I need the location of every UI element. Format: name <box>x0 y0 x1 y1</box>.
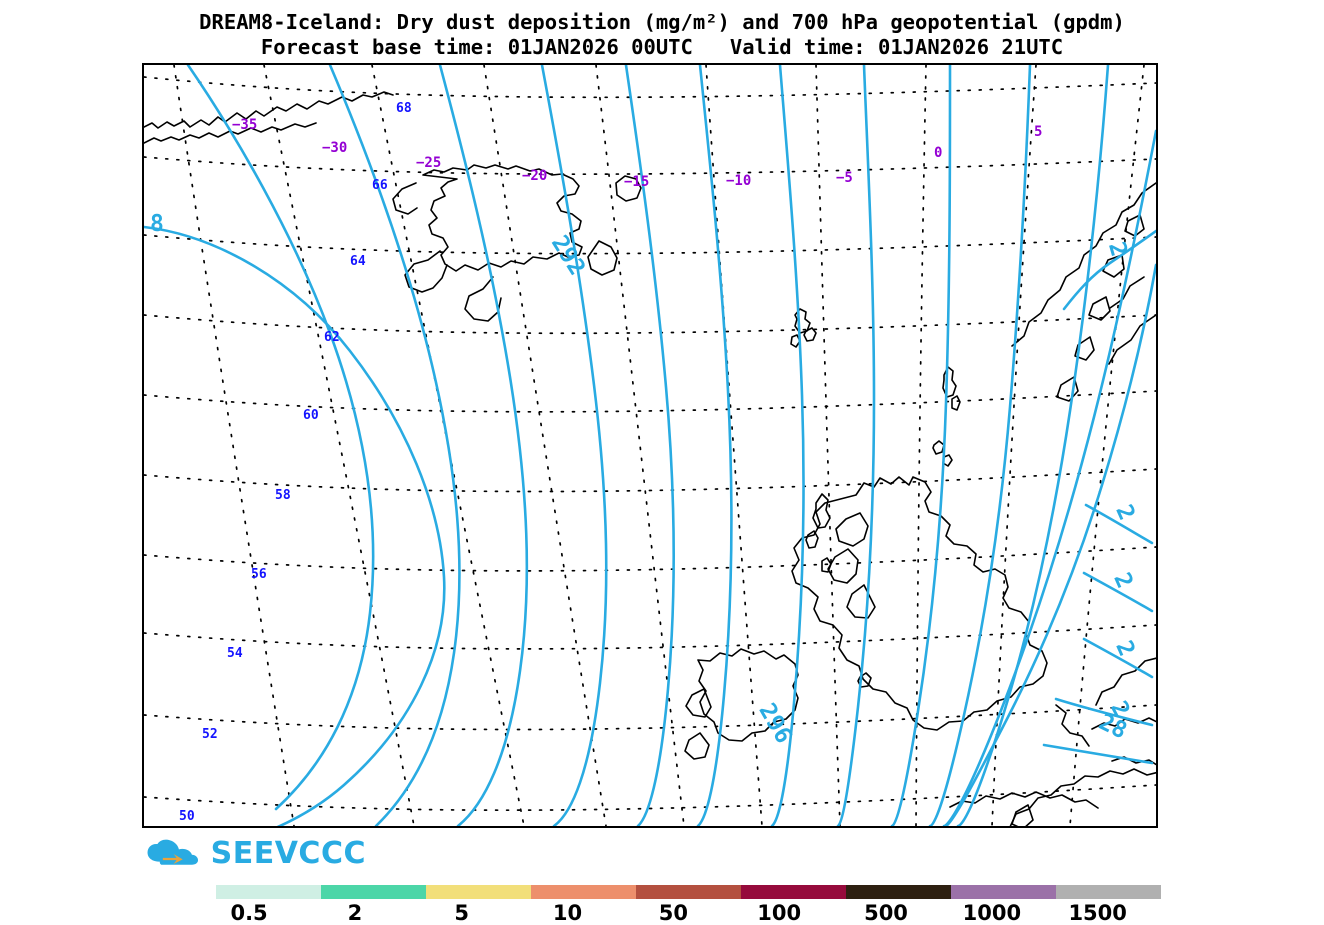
colorbar-tick-label: 10 <box>552 901 583 925</box>
colorbar-segment <box>636 885 741 899</box>
cloud-icon <box>147 839 199 865</box>
colorbar-tick-label: 5 <box>454 901 469 925</box>
title-line-times: Forecast base time: 01JAN2026 00UTC Vali… <box>260 35 1064 59</box>
colorbar-tick-label: 1500 <box>1068 901 1127 925</box>
colorbar-tick-label: 0.5 <box>230 901 268 925</box>
title-line-primary: DREAM8-Iceland: Dry dust deposition (mg/… <box>199 10 1125 34</box>
seevccc-logo: SEEVCCC <box>146 834 366 874</box>
map-panel[interactable]: .coast { fill:none; stroke:#000000; stro… <box>142 63 1158 828</box>
colorbar-tick-labels: 0.5 2 5 10 50 100 500 1000 1500 <box>216 901 1161 925</box>
colorbar-segment <box>741 885 846 899</box>
colorbar-tick-label: 50 <box>658 901 688 925</box>
colorbar-segment <box>321 885 426 899</box>
colorbar-tick-label: 1000 <box>962 901 1022 925</box>
colorbar-tick-label: 2 <box>347 901 363 925</box>
map-canvas: .coast { fill:none; stroke:#000000; stro… <box>144 65 1156 826</box>
graticule-longitudes <box>173 65 1145 826</box>
colorbar-segment <box>1056 885 1161 899</box>
colorbar-segment <box>846 885 951 899</box>
colorbar-legend: 0.5 2 5 10 50 100 500 1000 1500 <box>216 885 1161 925</box>
colorbar-tick-label: 500 <box>864 901 908 925</box>
colorbar-strip <box>216 885 1161 899</box>
graticule-latitudes <box>144 76 1156 812</box>
colorbar-segment <box>531 885 636 899</box>
coastlines <box>144 91 1156 826</box>
colorbar-tick-label: 100 <box>757 901 802 925</box>
colorbar-segment <box>951 885 1056 899</box>
colorbar-segment <box>216 885 321 899</box>
colorbar-segment <box>426 885 531 899</box>
chart-title-block: DREAM8-Iceland: Dry dust deposition (mg/… <box>0 10 1324 60</box>
geopotential-contours <box>144 65 1156 826</box>
logo-text: SEEVCCC <box>210 836 366 871</box>
